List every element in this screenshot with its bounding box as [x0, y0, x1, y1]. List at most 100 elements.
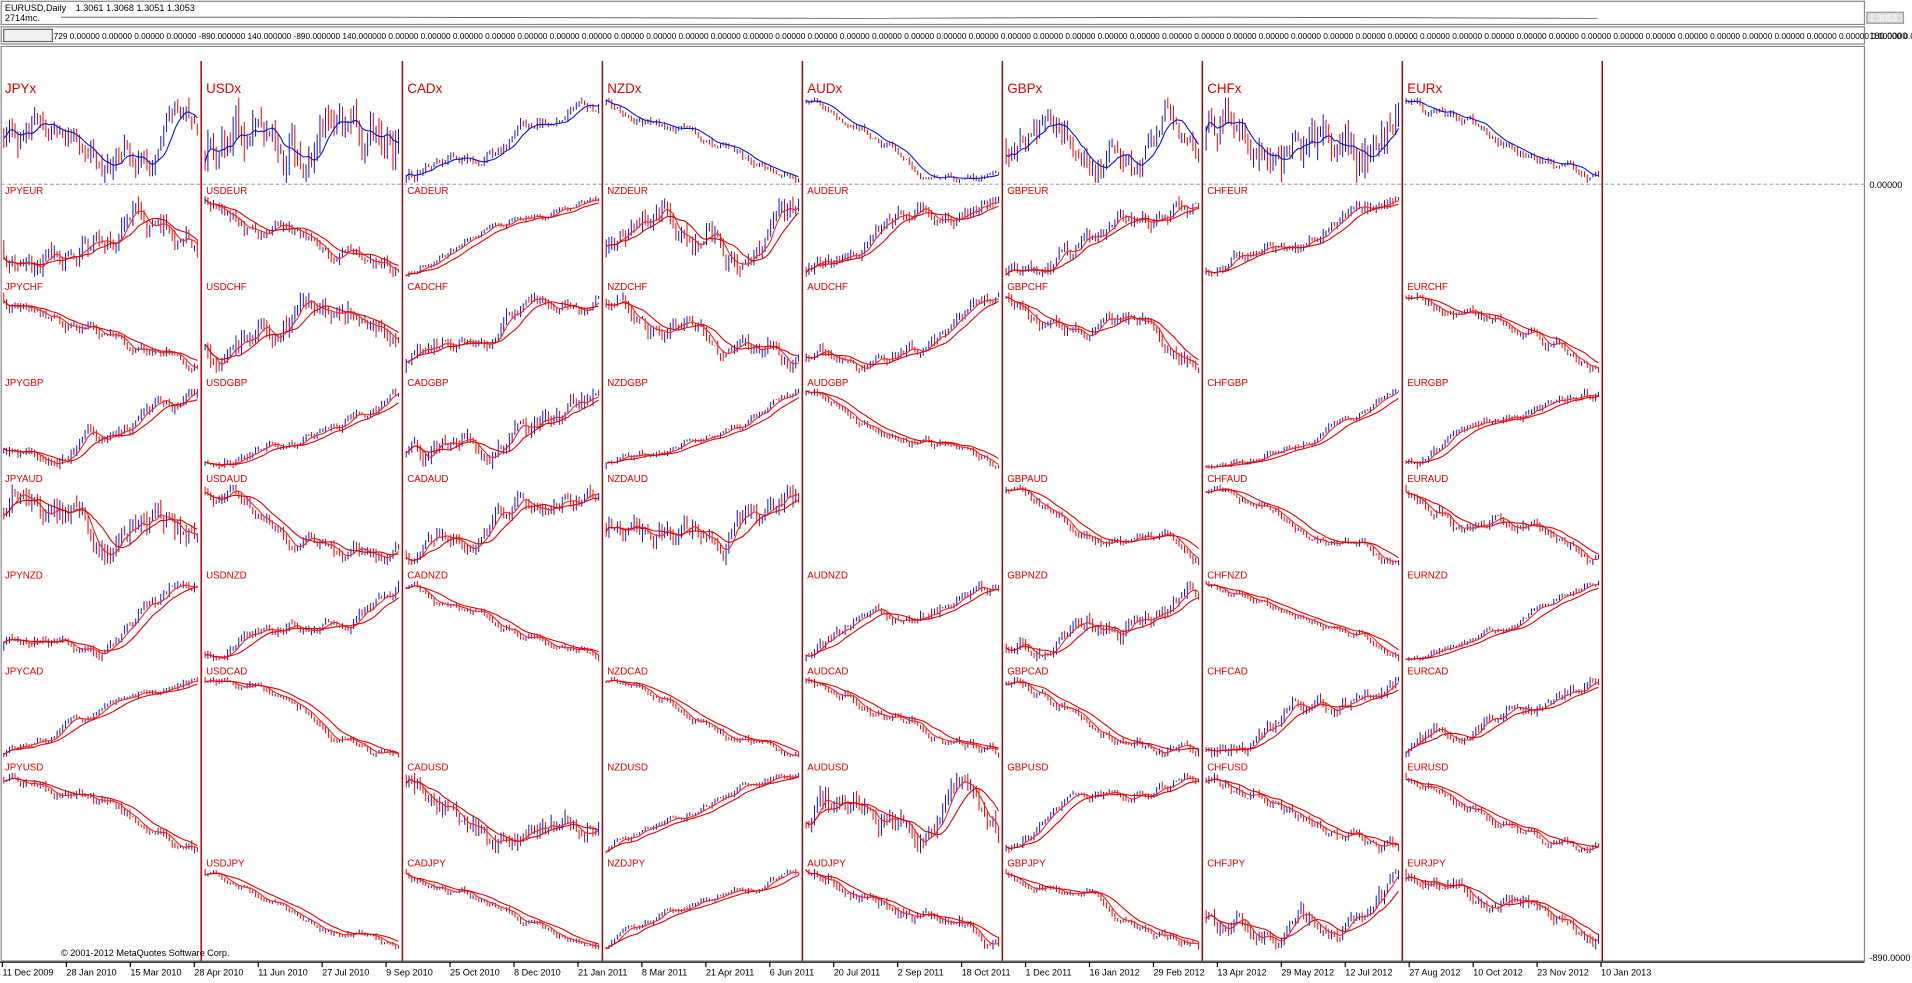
- moving-average: [606, 679, 799, 753]
- moving-average: [204, 490, 399, 559]
- pair-label: USDNZD: [206, 570, 247, 581]
- pair-label: GBPCAD: [1007, 666, 1048, 677]
- moving-average: [1005, 780, 1199, 849]
- pair-label: CADNZD: [407, 570, 448, 581]
- bars-down: [608, 97, 797, 183]
- pair-label: CADUSD: [407, 762, 448, 773]
- pair-label: GBPJPY: [1007, 859, 1046, 870]
- bars-up: [605, 198, 800, 272]
- moving-average: [605, 776, 799, 853]
- bars-down: [1008, 676, 1197, 758]
- moving-average: [806, 586, 999, 657]
- date-label: 8 Dec 2010: [514, 968, 561, 978]
- moving-average: [3, 499, 198, 549]
- pair-label: GBPCHF: [1007, 282, 1048, 293]
- date-label: 21 Jan 2011: [578, 968, 628, 978]
- moving-average: [204, 300, 399, 365]
- moving-average: [3, 683, 198, 755]
- ohlc: 1.3061 1.3068 1.3051 1.3053: [76, 3, 195, 13]
- pair-label: USDGBP: [206, 378, 247, 389]
- pair-label: NZDEUR: [607, 186, 648, 197]
- moving-average: [1406, 296, 1599, 364]
- pair-label: AUDCAD: [807, 666, 848, 677]
- moving-average: [3, 777, 198, 847]
- date-label: 8 Mar 2011: [642, 968, 687, 978]
- moving-average: [1405, 587, 1599, 660]
- moving-average: [1405, 99, 1599, 177]
- moving-average: [1005, 872, 1199, 945]
- pair-label: CADAUD: [407, 474, 448, 485]
- indicator-pane: [0, 45, 1866, 962]
- moving-average: [1005, 872, 1199, 943]
- moving-average: [606, 212, 799, 262]
- moving-average: [605, 301, 799, 365]
- pair-label: JPYGBP: [5, 378, 43, 389]
- pair-label: EURCHF: [1407, 282, 1448, 293]
- date-label: 21 Apr 2011: [706, 968, 755, 978]
- date-label: 2 Sep 2011: [898, 968, 944, 978]
- moving-average: [805, 300, 999, 366]
- column-title: USDx: [206, 81, 241, 96]
- moving-average: [204, 199, 399, 271]
- moving-average: [3, 210, 198, 268]
- moving-average: [405, 872, 599, 947]
- pair-label: EURUSD: [1407, 762, 1448, 773]
- column-title: CADx: [407, 81, 442, 96]
- date-label: 12 Jul 2012: [1345, 968, 1392, 978]
- pair-label: USDEUR: [206, 186, 247, 197]
- pair-label: USDJPY: [206, 859, 245, 870]
- moving-average: [204, 491, 399, 556]
- pair-label: GBPNZD: [1007, 570, 1048, 581]
- moving-average: [1405, 491, 1599, 555]
- column-title: AUDx: [807, 81, 842, 96]
- moving-average: [3, 300, 198, 369]
- moving-average: [1006, 681, 1199, 751]
- axis-max: 180.0000: [1869, 31, 1907, 41]
- moving-average: [605, 499, 799, 543]
- date-label: 16 Jan 2012: [1089, 968, 1139, 978]
- moving-average: [205, 592, 399, 659]
- pair-label: GBPAUD: [1007, 474, 1047, 485]
- moving-average: [204, 199, 399, 266]
- date-label: 11 Dec 2009: [2, 968, 53, 978]
- column-title: NZDx: [607, 81, 642, 96]
- moving-average: [3, 584, 198, 655]
- pair-label: JPYCAD: [5, 666, 43, 677]
- date-label: 13 Apr 2012: [1217, 968, 1266, 978]
- moving-average: [1205, 121, 1400, 160]
- moving-average: [3, 777, 198, 848]
- bars-down: [204, 676, 399, 758]
- price-tag: 1.3053: [1869, 13, 1897, 23]
- moving-average: [205, 872, 399, 942]
- moving-average: [1405, 876, 1599, 942]
- bars-down: [1405, 484, 1591, 565]
- date-label: 18 Oct 2011: [962, 968, 1011, 978]
- moving-average: [1005, 596, 1199, 653]
- moving-average: [805, 870, 999, 945]
- pair-label: AUDJPY: [807, 859, 846, 870]
- moving-average: [1206, 489, 1399, 559]
- pair-label: CADGBP: [407, 378, 448, 389]
- price-line: [60, 16, 1598, 19]
- moving-average: [1205, 391, 1399, 468]
- copyright: © 2001-2012 MetaQuotes Software Corp.: [61, 948, 230, 958]
- moving-average: [806, 679, 999, 751]
- moving-average: [605, 397, 799, 464]
- pair-label: USDAUD: [206, 474, 247, 485]
- moving-average: [405, 779, 599, 844]
- bars-up: [608, 772, 800, 853]
- pair-label: NZDAUD: [607, 474, 648, 485]
- bars-down: [6, 388, 195, 468]
- moving-average: [1006, 681, 1199, 754]
- pair-label: NZDGBP: [607, 378, 648, 389]
- pair-label: AUDGBP: [807, 378, 848, 389]
- moving-average: [1005, 589, 1199, 656]
- date-label: 27 Aug 2012: [1409, 968, 1460, 978]
- moving-average: [805, 870, 999, 939]
- moving-average: [605, 302, 799, 357]
- moving-average: [1206, 682, 1399, 752]
- bars-up: [611, 292, 800, 373]
- moving-average: [205, 597, 399, 658]
- pair-label: AUDUSD: [807, 762, 848, 773]
